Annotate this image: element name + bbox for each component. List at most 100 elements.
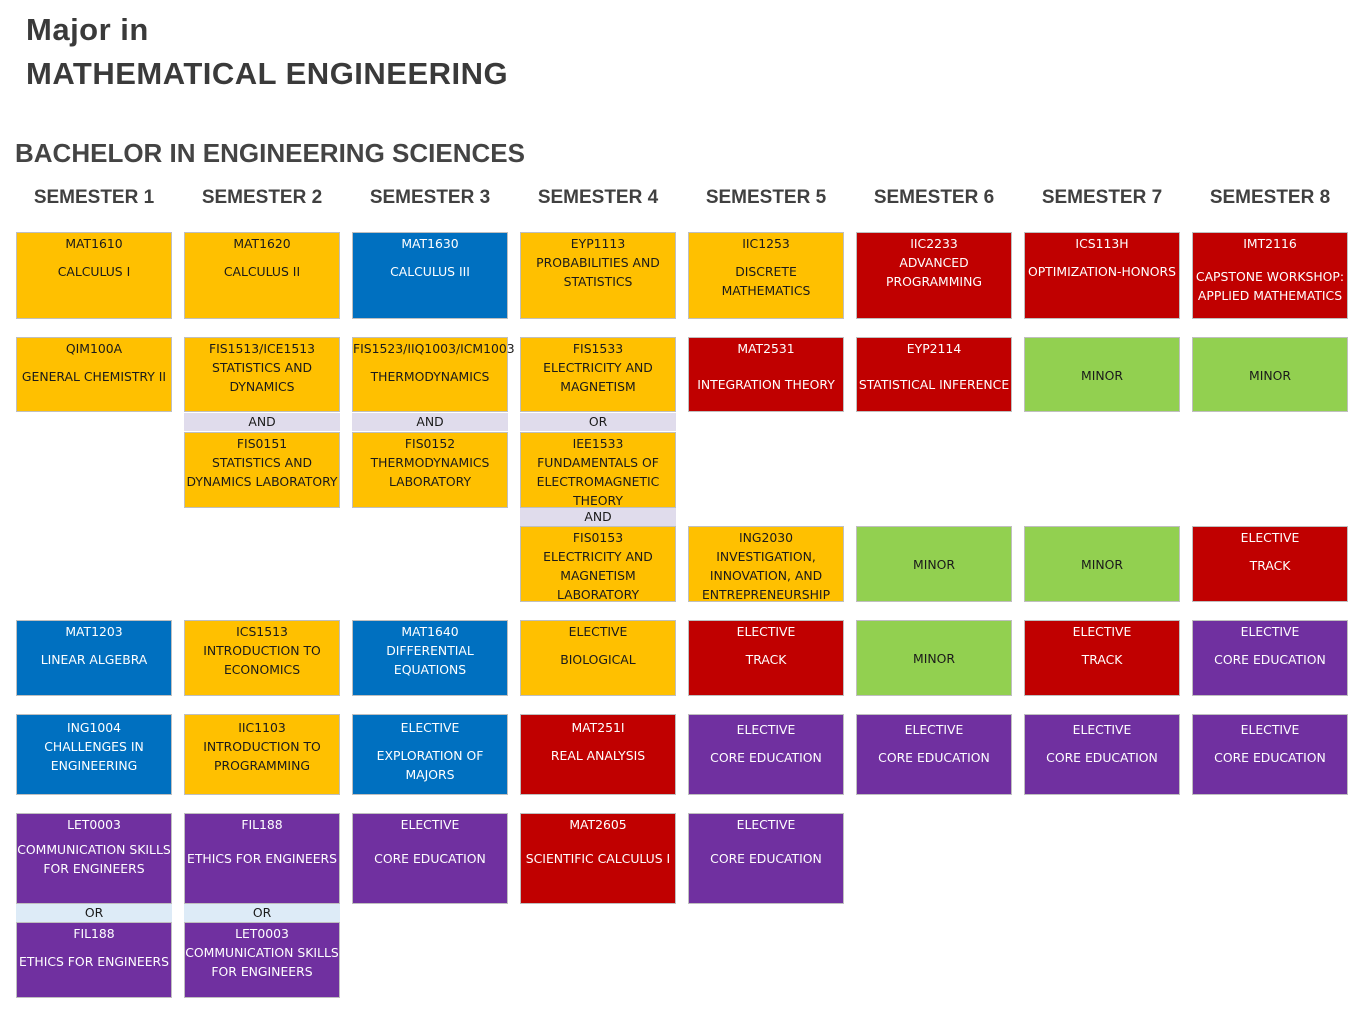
course-name: TRACK [1081,652,1123,667]
course-code: FIL188 [241,817,283,832]
course-name: ETHICS FOR ENGINEERS [18,954,169,969]
course-name: TRACK [745,652,787,667]
course-box-fis0153: FIS0153 ELECTRICITY AND MAGNETISM LABORA… [520,526,676,602]
course-code: ELECTIVE [1072,624,1132,639]
course-code: ELECTIVE [736,722,796,737]
elective-core-education-box: ELECTIVE CORE EDUCATION [856,714,1012,795]
course-box-fis1513: FIS1513/ICE1513 STATISTICS AND DYNAMICS [184,337,340,412]
course-code: ELECTIVE [400,817,460,832]
course-name: PROGRAMMING [214,758,310,773]
course-name: CORE EDUCATION [710,851,822,866]
course-code: ELECTIVE [1240,530,1300,545]
course-box-mat1630: MAT1630 CALCULUS III [352,232,508,319]
course-code: FIS0152 [404,436,456,451]
elective-track-box: ELECTIVE TRACK [1024,620,1180,696]
course-name: STATISTICS [563,274,633,289]
course-name: DISCRETE MATHEMATICS [721,264,811,298]
course-box-let0003: LET0003 COMMUNICATION SKILLS FOR ENGINEE… [184,922,340,998]
course-name: CORE EDUCATION [1046,750,1158,765]
semester-8-header: SEMESTER 8 [1209,187,1331,208]
semester-3-header: SEMESTER 3 [369,187,491,208]
course-name: EXPLORATION OF MAJORS [376,748,484,782]
course-code: MAT1640 [401,624,459,639]
course-name: LABORATORY [388,474,472,489]
course-box-mat251i: MAT251I REAL ANALYSIS [520,714,676,795]
course-box-iee1533: IEE1533 FUNDAMENTALS OF ELECTROMAGNETIC … [520,432,676,508]
course-box-ing2030: ING2030 INVESTIGATION, INNOVATION, AND E… [688,526,844,602]
elective-track-box: ELECTIVE TRACK [1192,526,1348,602]
course-code: IMT2116 [1243,236,1297,251]
or-connector: OR [16,904,172,922]
course-code: ELECTIVE [1072,722,1132,737]
course-code: QIM100A [65,341,123,356]
course-name: FOR ENGINEERS [211,964,313,979]
course-code: FIS0153 [572,530,624,545]
course-name: ELECTROMAGNETIC [536,474,660,489]
course-name: GENERAL CHEMISTRY II [21,369,167,384]
course-code: IIC2233 [910,236,958,251]
course-name: EQUATIONS [393,662,467,677]
course-name: LINEAR ALGEBRA [40,652,148,667]
course-code: IIC1103 [238,720,286,735]
course-box-iic1253: IIC1253 DISCRETE MATHEMATICS [688,232,844,319]
course-name: DYNAMICS LABORATORY [186,474,338,489]
course-box-fis1523: FIS1523/IIQ1003/ICM1003 THERMODYNAMICS [352,337,515,412]
course-name: DIFFERENTIAL [386,643,474,658]
semester-1-header: SEMESTER 1 [33,187,155,208]
course-box-imt2116: IMT2116 CAPSTONE WORKSHOP: APPLIED MATHE… [1192,232,1348,319]
course-name: ENTREPRENEURSHIP [701,587,831,602]
course-code: ICS1513 [236,624,288,639]
page-title-line1: Major in [26,12,149,47]
and-connector: AND [352,413,508,431]
course-name: MAGNETISM [560,568,636,583]
minor-box: MINOR [856,526,1012,602]
course-name: MINOR [913,557,955,572]
course-name: DYNAMICS [229,379,295,394]
course-name: CALCULUS I [57,264,131,279]
course-code: FIS0151 [236,436,288,451]
course-code: ICS113H [1075,236,1129,251]
course-name: APPLIED MATHEMATICS [1197,288,1343,303]
course-name: FOR ENGINEERS [43,861,145,876]
course-box-mat2605: MAT2605 SCIENTIFIC CALCULUS I [520,813,676,904]
course-code: ELECTIVE [904,722,964,737]
course-box-fil188: FIL188 ETHICS FOR ENGINEERS [184,813,340,904]
course-name: CALCULUS II [223,264,301,279]
elective-exploration-box: ELECTIVE EXPLORATION OF MAJORS [352,714,508,795]
course-name: INNOVATION, AND [709,568,823,583]
course-name: STATISTICS AND [211,455,313,470]
course-code: MAT251I [571,720,625,735]
course-name: INTRODUCTION TO [203,643,321,658]
or-connector: OR [184,904,340,922]
elective-biological-box: ELECTIVE BIOLOGICAL [520,620,676,696]
course-box-mat1640: MAT1640 DIFFERENTIAL EQUATIONS [352,620,508,696]
course-code: ING2030 [738,530,794,545]
course-name: SCIENTIFIC CALCULUS I [525,851,671,866]
minor-box: MINOR [1024,526,1180,602]
course-name: THERMODYNAMICS [370,369,490,384]
course-name: STATISTICS AND [211,360,313,375]
course-box-fis1533: FIS1533 ELECTRICITY AND MAGNETISM [520,337,676,412]
course-box-mat2531: MAT2531 INTEGRATION THEORY [688,337,844,412]
course-code: FIS1533 [572,341,624,356]
or-connector: OR [520,413,676,431]
minor-box: MINOR [856,620,1012,696]
course-name: OPTIMIZATION-HONORS [1027,264,1177,279]
course-code: IEE1533 [572,436,624,451]
course-box-ics113h: ICS113H OPTIMIZATION-HONORS [1024,232,1180,319]
course-box-fis0152: FIS0152 THERMODYNAMICS LABORATORY [352,432,508,508]
course-name: CAPSTONE WORKSHOP: [1195,269,1345,284]
course-name: INTEGRATION THEORY [697,377,835,392]
course-box-mat1610: MAT1610 CALCULUS I [16,232,172,319]
course-name: COMMUNICATION SKILLS [17,842,171,857]
course-name: MINOR [1081,557,1123,572]
course-name: INVESTIGATION, [716,549,816,564]
minor-box: MINOR [1192,337,1348,412]
course-code: ELECTIVE [736,624,796,639]
course-name: ETHICS FOR ENGINEERS [186,851,337,866]
semester-6-header: SEMESTER 6 [873,187,995,208]
course-code: EYP2114 [906,341,962,356]
course-code: MAT2531 [737,341,795,356]
course-code: ELECTIVE [1240,722,1300,737]
course-code: ING1004 [66,720,122,735]
